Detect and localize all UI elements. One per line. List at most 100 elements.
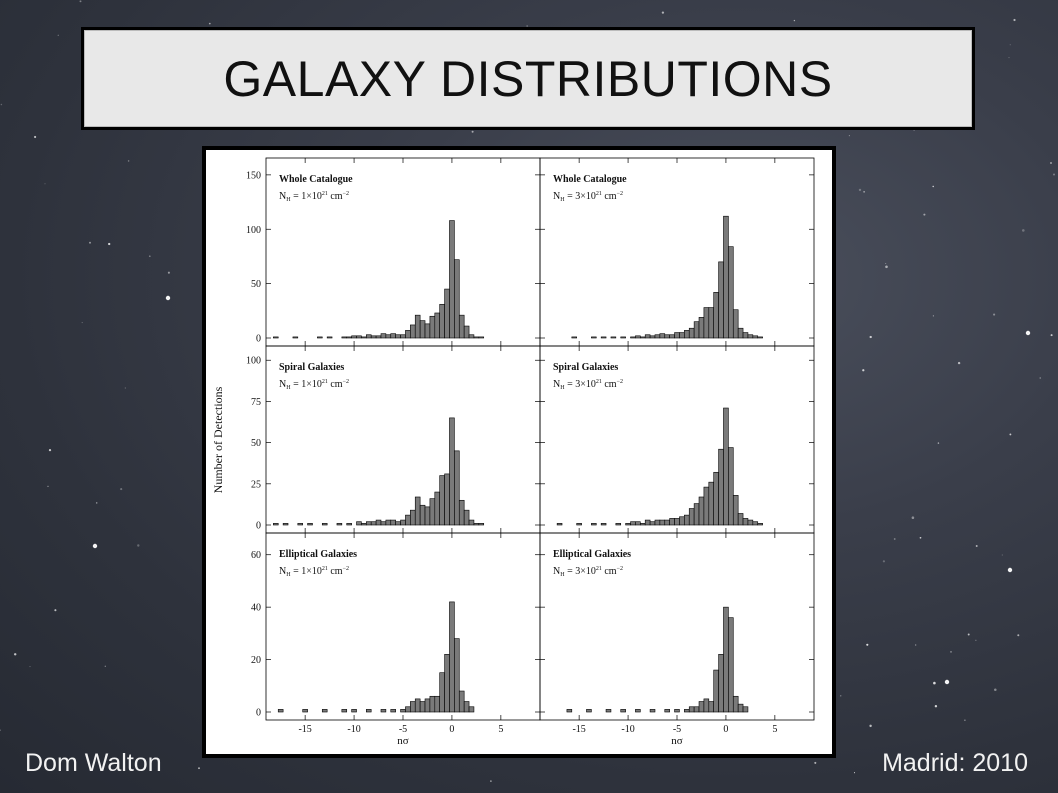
histogram-bar — [703, 486, 710, 526]
histogram-bar — [718, 448, 724, 526]
histogram-bar — [757, 523, 763, 526]
histogram-bar — [385, 334, 392, 339]
histogram-bar — [723, 407, 729, 526]
histogram-bar — [639, 336, 646, 339]
nh-exponent: 21 — [322, 566, 328, 572]
histogram-bar — [458, 314, 465, 339]
histogram-bar — [439, 672, 445, 713]
histogram-bar — [366, 521, 372, 526]
histogram-bar — [463, 701, 470, 713]
histogram-bar — [630, 336, 636, 339]
histogram-bar — [728, 617, 734, 713]
star — [208, 22, 211, 25]
histogram-bar — [747, 519, 754, 526]
nh-value: = 3×10 — [565, 191, 596, 202]
histogram-bar — [591, 523, 597, 526]
panel-nh-label: NH = 1×1021 cm−2 — [279, 379, 349, 391]
star — [975, 545, 978, 547]
star — [1001, 554, 1003, 556]
histogram-bar — [635, 709, 641, 713]
histogram-bar — [380, 333, 387, 339]
histogram-bar — [380, 521, 387, 526]
histogram-bar — [336, 523, 343, 526]
slide-title: GALAXY DISTRIBUTIONS — [223, 50, 833, 107]
nh-unit-exponent: −2 — [617, 191, 623, 197]
star — [957, 361, 961, 365]
histogram-bar — [429, 315, 436, 339]
histogram-bar — [444, 654, 450, 713]
x-tick-label: -10 — [347, 724, 360, 735]
histogram-bar — [571, 336, 577, 339]
histogram-bar — [659, 333, 666, 339]
star — [1050, 162, 1052, 164]
nh-value: = 1×10 — [291, 566, 322, 577]
histogram-bar — [708, 481, 714, 526]
nh-symbol: N — [279, 566, 286, 577]
histogram-bar — [302, 709, 308, 713]
histogram-panel: Elliptical Galaxies NH = 1×1021 cm−2 — [265, 532, 541, 721]
histogram-bar — [468, 519, 475, 526]
panel-nh-label: NH = 1×1021 cm−2 — [279, 191, 349, 203]
histogram-bar — [644, 334, 651, 339]
histogram-bar — [400, 709, 406, 713]
histogram-bar — [693, 321, 700, 339]
star — [490, 780, 492, 782]
histogram-bar — [380, 709, 387, 713]
star — [47, 485, 49, 487]
histogram-bar — [698, 317, 705, 339]
star — [932, 185, 934, 188]
histogram-bar — [737, 513, 744, 526]
histogram-bar — [419, 504, 426, 526]
histogram-bar — [366, 709, 372, 713]
y-tick-label: 100 — [246, 225, 261, 236]
histogram-bar — [292, 336, 299, 339]
histogram-bar — [439, 475, 445, 526]
histogram-panel: Whole Catalogue NH = 3×1021 cm−2 — [539, 157, 815, 347]
histogram-bar — [434, 491, 440, 526]
histogram-bar — [591, 336, 597, 339]
histogram-bar — [742, 332, 749, 339]
y-tick-label: 25 — [251, 479, 261, 490]
histogram-bar — [478, 523, 485, 526]
x-axis-label: nσ — [671, 735, 683, 747]
histogram-bar — [297, 523, 303, 526]
y-tick-label: 40 — [251, 603, 261, 614]
histogram-bar — [405, 330, 411, 339]
star — [120, 488, 123, 491]
histogram-bar — [708, 701, 714, 713]
star — [81, 322, 83, 324]
star — [79, 0, 82, 3]
star — [29, 666, 31, 668]
histogram-bar — [669, 518, 675, 526]
histogram-bar — [586, 709, 592, 713]
bright-star — [165, 295, 171, 301]
star — [1053, 173, 1055, 176]
x-tick-label: 5 — [498, 724, 503, 735]
star — [793, 19, 796, 22]
histogram-bar — [449, 601, 455, 713]
star — [858, 188, 862, 192]
nh-subscript: H — [560, 197, 565, 203]
y-tick-label: 0 — [256, 334, 261, 345]
panel-title: Elliptical Galaxies — [553, 549, 631, 560]
star — [471, 130, 474, 133]
nh-exponent: 21 — [322, 191, 328, 197]
histogram-bar — [679, 516, 685, 526]
histogram-bar — [703, 698, 710, 713]
y-tick-label: 0 — [256, 708, 261, 719]
histogram-bar — [321, 523, 328, 526]
star — [198, 767, 200, 770]
nh-symbol: N — [553, 566, 560, 577]
nh-unit: cm — [602, 566, 617, 577]
histogram-bar — [713, 669, 719, 713]
bright-star — [92, 543, 98, 549]
star — [964, 719, 966, 722]
nh-subscript: H — [286, 197, 291, 203]
star — [937, 442, 940, 444]
nh-unit-exponent: −2 — [617, 566, 623, 572]
star — [866, 643, 869, 646]
histogram-bar — [718, 654, 724, 713]
histogram-bar — [723, 606, 729, 713]
histogram-bar — [375, 335, 382, 339]
star — [933, 681, 936, 685]
